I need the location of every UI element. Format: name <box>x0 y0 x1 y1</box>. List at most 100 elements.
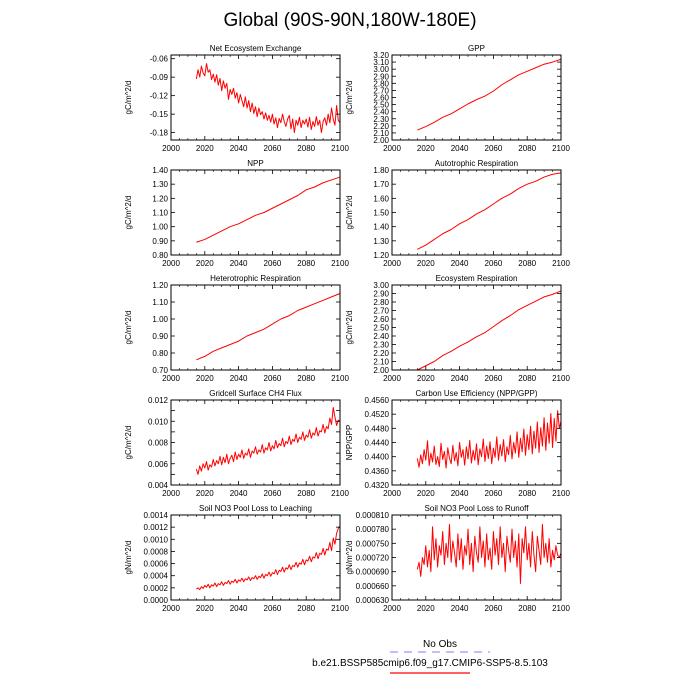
plot-frame <box>391 514 562 601</box>
x-tick-label: 2040 <box>230 489 248 498</box>
y-tick-label: 2.50 <box>373 324 389 333</box>
chart-panel-npp: NPP gC/m^2/d 2000 2020 2040 2060 2080 2100 0.80 0… <box>124 159 349 268</box>
y-tick-label: 2.00 <box>373 366 389 375</box>
x-tick-label: 2040 <box>451 259 469 268</box>
y-tick-label: 0.0002 <box>144 584 169 593</box>
chart-panel-gridcell-surface-ch4-flux: Gridcell Surface CH4 Flux gC/m^2/d 2000 202… <box>124 389 349 498</box>
y-tick-label: 0.4320 <box>365 481 390 490</box>
y-tick-label: 1.50 <box>373 209 389 218</box>
y-tick-label: 1.00 <box>152 315 168 324</box>
y-tick-label: 0.4360 <box>365 467 390 476</box>
y-tick-label: -0.18 <box>150 129 169 138</box>
x-tick-label: 2020 <box>196 604 214 613</box>
y-tick-label: 0.000630 <box>356 596 390 605</box>
chart-title: Soil NO3 Pool Loss to Leaching <box>199 504 312 513</box>
y-tick-label: 0.4560 <box>365 396 390 405</box>
series-line-0 <box>196 525 341 591</box>
series-line-0 <box>416 410 562 469</box>
x-tick-label: 2000 <box>383 604 401 613</box>
y-tick-label: 1.30 <box>152 180 168 189</box>
series-line-0 <box>416 523 562 584</box>
x-tick-label: 2020 <box>417 144 435 153</box>
y-tick-label: 3.20 <box>373 51 389 60</box>
chart-panel-ecosystem-respiration: Ecosystem Respiration gC/m^2/d 2000 2020 204… <box>345 274 570 383</box>
series-line-0 <box>196 293 341 361</box>
y-tick-label: 2.30 <box>373 115 389 124</box>
plot-frame <box>170 399 341 486</box>
y-tick-label: 1.10 <box>152 298 168 307</box>
x-tick-label: 2000 <box>162 144 180 153</box>
chart-title: Autotrophic Respiration <box>435 159 518 168</box>
x-tick-label: 2100 <box>552 604 570 613</box>
y-tick-label: 0.0012 <box>144 523 169 532</box>
x-tick-label: 2080 <box>297 259 315 268</box>
x-tick-label: 2040 <box>230 259 248 268</box>
x-tick-label: 2000 <box>162 259 180 268</box>
x-tick-label: 2060 <box>485 259 503 268</box>
x-tick-label: 2100 <box>552 374 570 383</box>
y-tick-label: 2.90 <box>373 290 389 299</box>
x-tick-label: 2040 <box>451 489 469 498</box>
y-tick-label: 0.000810 <box>356 511 390 520</box>
y-tick-label: 0.80 <box>152 251 168 260</box>
x-tick-label: 2080 <box>297 144 315 153</box>
x-tick-label: 2080 <box>518 374 536 383</box>
y-tick-label: -0.12 <box>150 92 169 101</box>
y-tick-label: 0.0006 <box>144 560 169 569</box>
y-tick-label: 3.10 <box>373 58 389 67</box>
x-tick-label: 2060 <box>485 374 503 383</box>
y-tick-label: 2.80 <box>373 79 389 88</box>
chart-panel-carbon-use-efficiency-npp-gpp: Carbon Use Efficiency (NPP/GPP) NPP/GPP 20… <box>345 389 570 498</box>
y-tick-label: 2.40 <box>373 332 389 341</box>
y-tick-label: 0.012 <box>148 396 169 405</box>
x-tick-label: 2060 <box>264 259 282 268</box>
x-tick-label: 2000 <box>383 374 401 383</box>
x-tick-label: 2100 <box>331 259 349 268</box>
x-tick-label: 2060 <box>485 489 503 498</box>
y-tick-label: 0.000660 <box>356 582 390 591</box>
x-tick-label: 2100 <box>331 489 349 498</box>
y-tick-label: 2.60 <box>373 94 389 103</box>
y-tick-label: 0.0000 <box>144 596 169 605</box>
y-tick-label: 1.60 <box>373 194 389 203</box>
x-tick-label: 2020 <box>417 259 435 268</box>
series-line-0 <box>195 406 341 475</box>
y-axis-label: gC/m^2/d <box>124 81 133 115</box>
y-tick-label: 0.004 <box>148 481 169 490</box>
x-tick-label: 2040 <box>230 144 248 153</box>
y-tick-label: -0.09 <box>150 73 169 82</box>
series-line-0 <box>417 290 562 371</box>
y-tick-label: 2.20 <box>373 349 389 358</box>
y-tick-label: 0.0008 <box>144 547 169 556</box>
panels: Net Ecosystem Exchange gC/m^2/d 2000 2020 20… <box>124 44 570 613</box>
y-tick-label: 3.00 <box>373 281 389 290</box>
y-tick-label: 1.20 <box>152 281 168 290</box>
y-tick-label: 0.4440 <box>365 439 390 448</box>
chart-title: Net Ecosystem Exchange <box>210 44 302 53</box>
y-tick-label: 0.006 <box>148 460 169 469</box>
x-tick-label: 2020 <box>196 489 214 498</box>
y-tick-label: 0.4480 <box>365 424 390 433</box>
series-line-0 <box>417 172 562 250</box>
y-tick-label: 0.0004 <box>144 572 169 581</box>
y-tick-label: 2.40 <box>373 108 389 117</box>
x-tick-label: 2040 <box>451 374 469 383</box>
y-axis-label: gC/m^2/d <box>124 311 133 345</box>
y-tick-label: 0.4520 <box>365 410 390 419</box>
chart-title: Ecosystem Respiration <box>436 274 518 283</box>
y-tick-label: 1.00 <box>152 223 168 232</box>
y-tick-label: 2.70 <box>373 86 389 95</box>
x-tick-label: 2080 <box>518 604 536 613</box>
y-tick-label: 2.50 <box>373 101 389 110</box>
x-tick-label: 2080 <box>518 259 536 268</box>
x-tick-label: 2040 <box>451 604 469 613</box>
x-tick-label: 2040 <box>451 144 469 153</box>
x-tick-label: 2080 <box>297 374 315 383</box>
y-tick-label: 2.10 <box>373 358 389 367</box>
chart-title: Soil NO3 Pool Loss to Runoff <box>425 504 530 513</box>
chart-title: GPP <box>468 44 485 53</box>
y-axis-label: gC/m^2/d <box>345 196 354 230</box>
y-tick-label: 1.70 <box>373 180 389 189</box>
x-tick-label: 2100 <box>331 144 349 153</box>
y-axis-label: gC/m^2/d <box>345 81 354 115</box>
